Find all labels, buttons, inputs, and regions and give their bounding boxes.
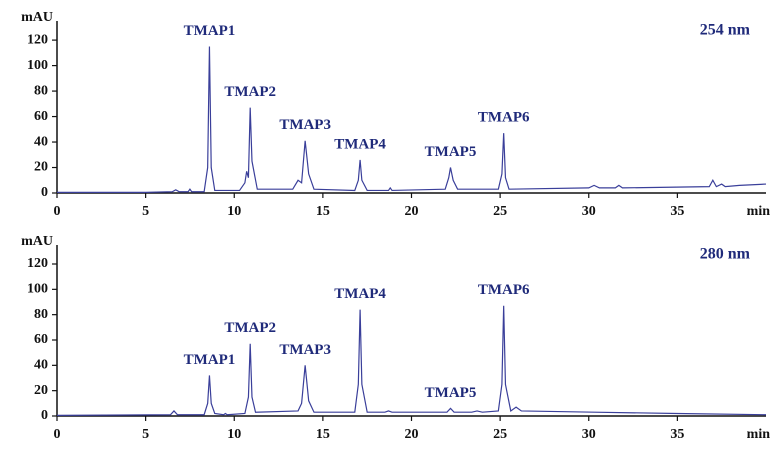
subtitle: 254 nm [700,22,751,39]
x-tick-label: 0 [54,427,61,442]
subtitle: 280 nm [700,246,751,263]
trace [56,305,767,416]
x-tick-label: 20 [405,204,419,219]
x-tick-label: 15 [316,427,330,442]
y-tick-label: 120 [27,32,48,47]
x-tick-label: 25 [493,204,507,219]
peak-label: TMAP5 [425,144,477,160]
y-axis-label: mAU [21,234,53,249]
y-tick-label: 40 [34,358,48,373]
peak-label: TMAP5 [425,385,477,401]
y-tick-label: 60 [34,109,48,124]
peak-label: TMAP1 [184,23,236,39]
peak-label: TMAP3 [279,117,331,133]
y-tick-label: 20 [34,383,48,398]
x-tick-label: 30 [582,427,596,442]
y-tick-label: 80 [34,307,48,322]
x-tick-label: 35 [670,427,684,442]
x-tick-label: 10 [227,427,241,442]
y-tick-label: 100 [27,282,48,297]
x-tick-label: 0 [54,204,61,219]
peak-label: TMAP4 [334,286,386,302]
x-tick-label: 25 [493,427,507,442]
peak-label: TMAP6 [478,282,530,298]
peak-label: TMAP4 [334,136,386,152]
peak-label: TMAP3 [279,342,331,358]
x-axis-label: min [747,204,771,219]
x-tick-label: 15 [316,204,330,219]
peak-label: TMAP2 [224,320,276,336]
peak-label: TMAP2 [224,84,276,100]
y-tick-label: 80 [34,83,48,98]
peak-label: TMAP6 [478,110,530,126]
x-tick-label: 5 [142,204,149,219]
trace [57,46,767,193]
x-tick-label: 30 [582,204,596,219]
y-axis-label: mAU [21,10,53,25]
y-tick-label: 60 [34,332,48,347]
y-tick-label: 0 [41,185,48,200]
x-tick-label: 20 [405,427,419,442]
peak-label: TMAP1 [184,352,236,368]
y-tick-label: 40 [34,134,48,149]
y-tick-label: 120 [27,256,48,271]
x-axis-label: min [747,427,771,442]
y-tick-label: 100 [27,58,48,73]
chart-panel: 0 20 40 60 80 100 120 0 5 10 15 20 25 30 35 mAU min 280 n… [21,234,770,442]
x-tick-label: 5 [142,427,149,442]
chart-panel: 0 20 40 60 80 100 120 0 5 10 15 20 25 30 35 mAU min 254 n… [21,10,770,219]
y-tick-label: 0 [41,408,48,423]
x-tick-label: 10 [227,204,241,219]
y-tick-label: 20 [34,160,48,175]
x-tick-label: 35 [670,204,684,219]
